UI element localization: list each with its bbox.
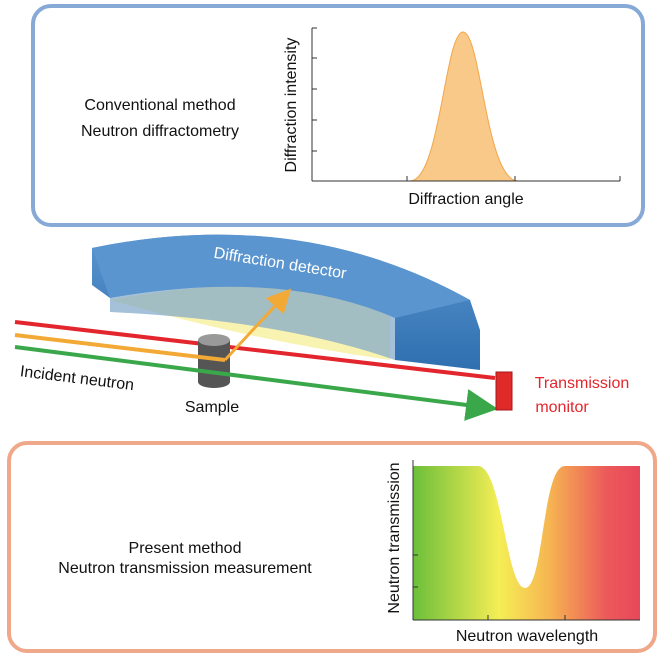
method-title: Conventional method	[84, 97, 235, 114]
monitor-label: Transmission	[535, 375, 630, 392]
diffraction-peak	[409, 31, 519, 182]
transmission-axes	[412, 460, 640, 621]
transmission-curve	[413, 466, 640, 620]
orange-beam	[14, 333, 226, 362]
diffracted-beam	[223, 288, 292, 362]
x-axis-label: Diffraction angle	[408, 191, 523, 208]
y-axis-label: Neutron transmission	[386, 462, 403, 613]
method-title: Present method	[129, 540, 242, 557]
x-axis-label: Neutron wavelength	[456, 628, 598, 645]
method-subtitle: Neutron transmission measurement	[58, 560, 312, 577]
incident-label: Incident neutron	[19, 363, 135, 394]
conventional-box	[31, 4, 645, 227]
detector-inner	[110, 286, 395, 360]
red-beam	[14, 320, 496, 380]
method-subtitle: Neutron diffractometry	[81, 123, 239, 140]
diffraction-axes	[311, 27, 621, 182]
detector-top	[92, 234, 470, 318]
monitor-label: monitor	[535, 399, 589, 416]
sample	[198, 334, 230, 388]
sample-label: Sample	[185, 399, 239, 416]
y-axis-label: Diffraction intensity	[283, 38, 300, 173]
monitor	[495, 371, 513, 411]
green-beam	[14, 345, 498, 421]
